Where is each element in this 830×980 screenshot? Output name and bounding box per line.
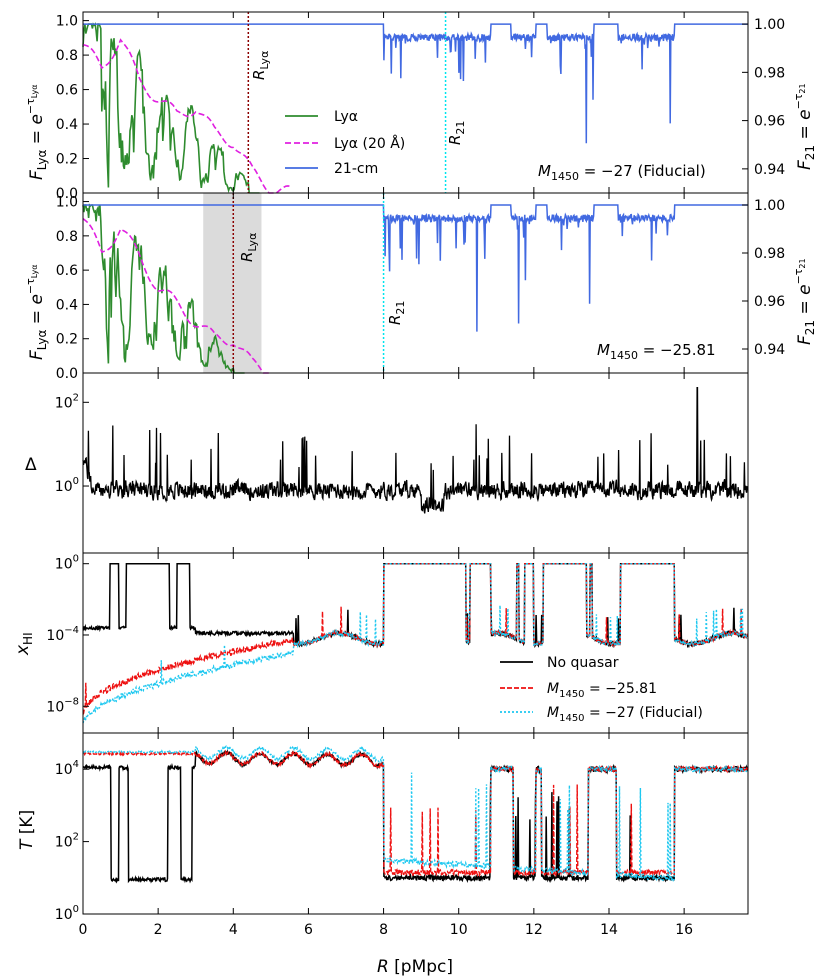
xlabel: R [pMpc] (377, 957, 453, 977)
legend-no-quasar: No quasar (547, 655, 619, 671)
y-tick-label: 0.8 (56, 48, 78, 64)
ylabel-delta: Δ (25, 455, 37, 475)
legend-m2581: M1450 = −25.81 (547, 681, 657, 700)
cm21-transmission-line (83, 23, 748, 144)
y-tick-label: 102 (55, 832, 79, 851)
ylabel-flya-1: FLyα = e−τLyα (24, 85, 49, 181)
y-tick-label-right: 1.00 (754, 17, 785, 33)
r21-label: R21 (386, 301, 407, 325)
x-tick-label: 6 (304, 922, 313, 938)
y-tick-label: 0.0 (56, 186, 78, 202)
legend-xhi: No quasar M1450 = −25.81 M1450 = −27 (Fi… (488, 648, 738, 726)
ylabel-xhi: xHI (13, 632, 35, 656)
y-tick-label: 100 (55, 554, 79, 573)
legend-m27: M1450 = −27 (Fiducial) (547, 705, 703, 724)
x-tick-label: 4 (229, 922, 238, 938)
lya-smoothed-line (82, 38, 290, 194)
panel-neutral-fraction: No quasar M1450 = −25.81 M1450 = −27 (Fi… (82, 552, 749, 734)
x-tick-label: 16 (675, 922, 693, 938)
x-tick-label: 8 (379, 922, 388, 938)
y-tick-label: 104 (55, 759, 79, 778)
y-tick-label-right: 0.94 (754, 342, 785, 358)
temp-m27-line (82, 743, 748, 882)
temp-m2581-line (82, 749, 749, 878)
y-tick-label: 10−8 (46, 696, 79, 715)
ylabel-temp: T [K] (17, 810, 37, 850)
y-tick-label-right: 0.94 (754, 162, 785, 178)
xhi-m27-line (82, 563, 748, 724)
y-tick-label-right: 0.98 (754, 65, 785, 81)
y-tick-label: 0.2 (56, 152, 78, 168)
legend-lya: Lyα (334, 109, 358, 125)
panel2-title: M1450 = −25.81 (597, 341, 716, 362)
legend-lya-smoothed: Lyα (20 Å) (334, 135, 405, 152)
ylabel-f21-2: F21 = e−τ21 (792, 258, 817, 345)
panel3-frame (82, 372, 749, 554)
y-tick-label: 0.2 (56, 332, 78, 348)
panel5-frame (82, 732, 749, 915)
y-tick-label-right: 1.00 (754, 198, 785, 214)
x-tick-label: 2 (154, 922, 163, 938)
ylabel-flya-2: FLyα = e−τLyα (24, 265, 49, 361)
panel-lya-fiducial: RLyα R21 M1450 = −27 (Fiducial) Lyα Lyα … (82, 11, 749, 194)
y-tick-label: 1.0 (56, 14, 78, 30)
panel-density (82, 372, 749, 554)
y-tick-label: 0.6 (56, 263, 78, 279)
x-tick-label: 0 (79, 922, 88, 938)
cm21-transmission-line (83, 204, 748, 332)
y-tick-label: 100 (55, 904, 79, 923)
panel1-title: M1450 = −27 (Fiducial) (538, 162, 706, 183)
x-tick-label: 10 (450, 922, 468, 938)
y-tick-label: 0.8 (56, 229, 78, 245)
r-lya-label: RLyα (250, 51, 271, 80)
r-lya-label: RLyα (238, 233, 259, 262)
ylabel-f21-1: F21 = e−τ21 (792, 83, 817, 170)
legend-21cm: 21-cm (334, 161, 378, 177)
y-tick-label: 0.4 (56, 297, 78, 313)
y-tick-label-right: 0.98 (754, 246, 785, 262)
y-tick-label: 0.4 (56, 117, 78, 133)
lya-smoothed-line (82, 218, 271, 374)
lya-transmission-line (82, 203, 245, 374)
x-tick-label: 14 (600, 922, 618, 938)
temp-no-quasar-line (82, 749, 749, 884)
y-tick-label: 1.0 (56, 195, 78, 211)
panel-temperature (82, 732, 749, 915)
y-tick-label: 102 (55, 392, 79, 411)
legend-top: Lyα Lyα (20 Å) 21-cm (285, 109, 405, 177)
lya-transmission-line (82, 22, 260, 194)
r21-label: R21 (446, 121, 467, 145)
y-tick-label-right: 0.96 (754, 294, 785, 310)
y-tick-label-right: 0.96 (754, 114, 785, 130)
y-tick-label: 100 (55, 476, 79, 495)
axis-ticks: 0.00.20.40.60.81.00.940.960.981.000.00.2… (46, 12, 785, 938)
y-tick-label: 0.0 (56, 366, 78, 382)
y-tick-label: 0.6 (56, 83, 78, 99)
xhi-no-quasar-line (82, 562, 748, 649)
x-tick-label: 12 (525, 922, 543, 938)
panel-lya-m2581: RLyα R21 M1450 = −25.81 (82, 192, 749, 374)
overdensity-line (82, 387, 749, 514)
y-tick-label: 10−4 (46, 625, 79, 644)
